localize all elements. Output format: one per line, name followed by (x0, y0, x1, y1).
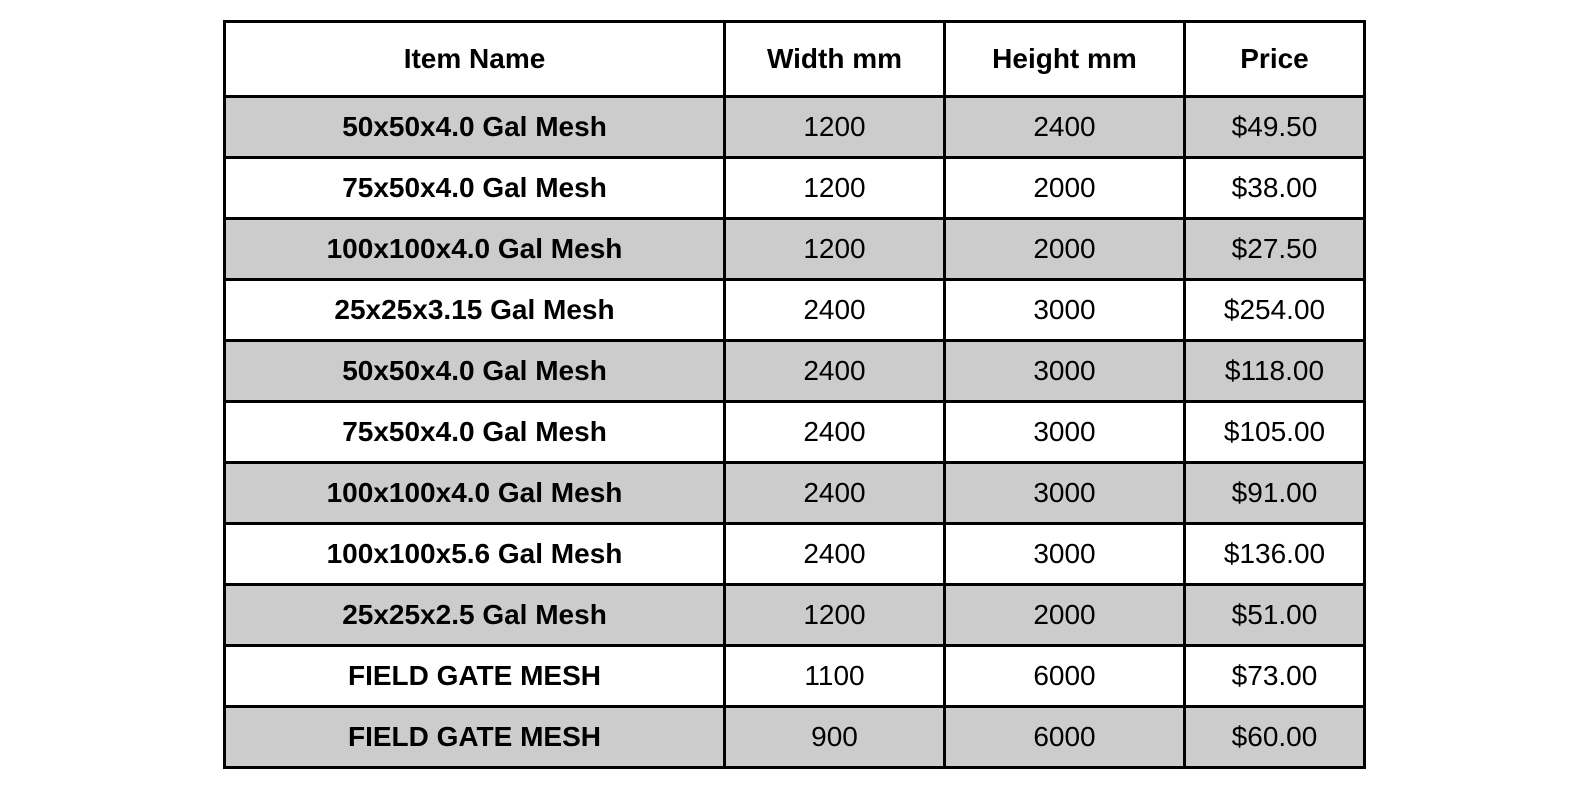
cell-price: $73.00 (1185, 646, 1365, 707)
table-row: 50x50x4.0 Gal Mesh24003000$118.00 (225, 341, 1365, 402)
cell-height: 3000 (945, 463, 1185, 524)
cell-item-name: 75x50x4.0 Gal Mesh (225, 402, 725, 463)
cell-height: 3000 (945, 341, 1185, 402)
cell-height: 6000 (945, 646, 1185, 707)
cell-height: 3000 (945, 280, 1185, 341)
table-row: 25x25x3.15 Gal Mesh24003000$254.00 (225, 280, 1365, 341)
table-body: 50x50x4.0 Gal Mesh12002400$49.5075x50x4.… (225, 97, 1365, 768)
cell-price: $136.00 (1185, 524, 1365, 585)
cell-height: 2000 (945, 219, 1185, 280)
price-table: Item Name Width mm Height mm Price 50x50… (223, 20, 1366, 769)
table-row: 75x50x4.0 Gal Mesh12002000$38.00 (225, 158, 1365, 219)
cell-width: 1200 (725, 97, 945, 158)
cell-price: $60.00 (1185, 707, 1365, 768)
cell-price: $254.00 (1185, 280, 1365, 341)
cell-width: 1200 (725, 219, 945, 280)
cell-price: $27.50 (1185, 219, 1365, 280)
col-header-name: Item Name (225, 22, 725, 97)
cell-item-name: FIELD GATE MESH (225, 646, 725, 707)
cell-item-name: 25x25x2.5 Gal Mesh (225, 585, 725, 646)
cell-item-name: 50x50x4.0 Gal Mesh (225, 97, 725, 158)
cell-price: $38.00 (1185, 158, 1365, 219)
cell-item-name: 25x25x3.15 Gal Mesh (225, 280, 725, 341)
table-row: 75x50x4.0 Gal Mesh24003000$105.00 (225, 402, 1365, 463)
cell-item-name: 75x50x4.0 Gal Mesh (225, 158, 725, 219)
cell-width: 2400 (725, 524, 945, 585)
cell-width: 900 (725, 707, 945, 768)
cell-price: $105.00 (1185, 402, 1365, 463)
cell-price: $118.00 (1185, 341, 1365, 402)
col-header-height: Height mm (945, 22, 1185, 97)
cell-height: 3000 (945, 524, 1185, 585)
cell-width: 2400 (725, 402, 945, 463)
cell-width: 2400 (725, 463, 945, 524)
table-header-row: Item Name Width mm Height mm Price (225, 22, 1365, 97)
table-row: 50x50x4.0 Gal Mesh12002400$49.50 (225, 97, 1365, 158)
cell-width: 2400 (725, 341, 945, 402)
cell-height: 3000 (945, 402, 1185, 463)
table-row: 100x100x4.0 Gal Mesh12002000$27.50 (225, 219, 1365, 280)
cell-width: 1200 (725, 158, 945, 219)
cell-item-name: 100x100x4.0 Gal Mesh (225, 463, 725, 524)
cell-price: $51.00 (1185, 585, 1365, 646)
cell-price: $49.50 (1185, 97, 1365, 158)
cell-width: 1100 (725, 646, 945, 707)
table-row: FIELD GATE MESH11006000$73.00 (225, 646, 1365, 707)
col-header-width: Width mm (725, 22, 945, 97)
cell-item-name: FIELD GATE MESH (225, 707, 725, 768)
cell-height: 2400 (945, 97, 1185, 158)
cell-item-name: 50x50x4.0 Gal Mesh (225, 341, 725, 402)
cell-width: 1200 (725, 585, 945, 646)
table-row: 25x25x2.5 Gal Mesh12002000$51.00 (225, 585, 1365, 646)
col-header-price: Price (1185, 22, 1365, 97)
cell-item-name: 100x100x4.0 Gal Mesh (225, 219, 725, 280)
cell-height: 6000 (945, 707, 1185, 768)
cell-height: 2000 (945, 158, 1185, 219)
table-row: FIELD GATE MESH9006000$60.00 (225, 707, 1365, 768)
cell-price: $91.00 (1185, 463, 1365, 524)
cell-width: 2400 (725, 280, 945, 341)
table-row: 100x100x4.0 Gal Mesh24003000$91.00 (225, 463, 1365, 524)
cell-item-name: 100x100x5.6 Gal Mesh (225, 524, 725, 585)
table-row: 100x100x5.6 Gal Mesh24003000$136.00 (225, 524, 1365, 585)
cell-height: 2000 (945, 585, 1185, 646)
